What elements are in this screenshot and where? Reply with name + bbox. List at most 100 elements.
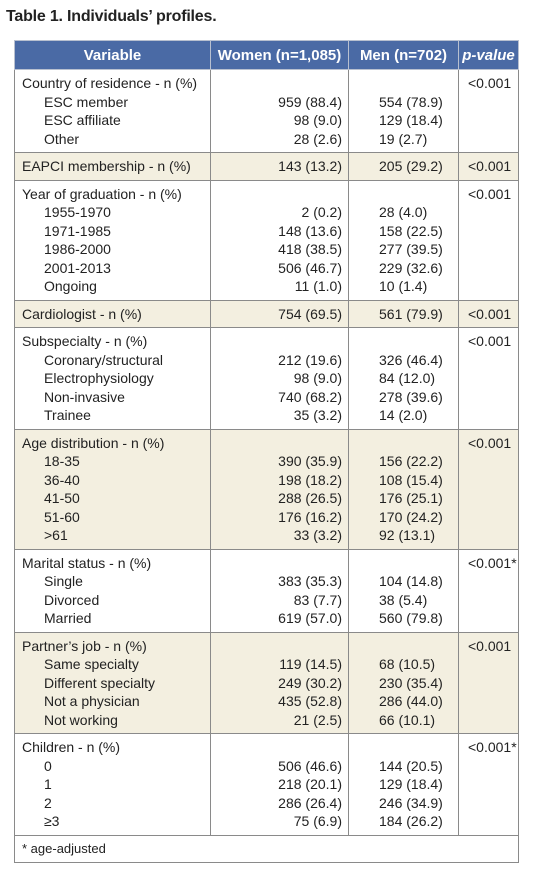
- spacer: [211, 637, 348, 656]
- men-cell: 28 (4.0) 158 (22.5) 277 (39.5) 229 (32.6) 10…: [348, 179, 459, 301]
- pvalue-cell: <0.001: [458, 428, 519, 550]
- footnote-row: * age-adjusted: [14, 834, 519, 863]
- men-value: 229 (32.6): [379, 259, 443, 276]
- subcategory-label: 1: [44, 776, 52, 792]
- table-row: Partner’s job - n (%) Same specialty Diffe…: [14, 631, 519, 734]
- women-value: 143 (13.2): [278, 158, 342, 174]
- group-label: Age distribution - n (%): [22, 434, 165, 451]
- pvalue-cell: <0.001*: [458, 733, 519, 836]
- header-pvalue: p-value: [458, 40, 519, 70]
- men-value: 38 (5.4): [379, 591, 428, 608]
- subcategory-label: Different specialty: [44, 674, 156, 691]
- men-value: 19 (2.7): [379, 130, 428, 147]
- women-value: 506 (46.7): [278, 259, 342, 276]
- table-title: Table 1. Individuals’ profiles.: [6, 8, 217, 25]
- women-value: 740 (68.2): [278, 388, 342, 405]
- subcategory-label: Divorced: [44, 591, 100, 608]
- spacer: [211, 738, 348, 757]
- men-value: 68 (10.5): [379, 656, 436, 672]
- pvalue-cell: <0.001: [458, 69, 519, 153]
- men-value: 66 (10.1): [379, 711, 436, 728]
- table-header-row: Variable Women (n=1,085) Men (n=702) p-v…: [14, 40, 519, 70]
- header-women: Women (n=1,085): [210, 40, 349, 70]
- subcategory-label: ESC affiliate: [44, 112, 121, 128]
- subcategory-label: Other: [44, 130, 80, 147]
- women-cell: 143 (13.2): [210, 152, 349, 181]
- spacer: [211, 185, 348, 204]
- women-value: 249 (30.2): [278, 674, 342, 691]
- table-row: Age distribution - n (%) 18-35 36-40 41-50 5…: [14, 428, 519, 550]
- subcategory-label: 18-35: [44, 453, 80, 469]
- men-value: 286 (44.0): [379, 693, 443, 709]
- men-value: 129 (18.4): [379, 776, 443, 792]
- variable-cell: Country of residence - n (%) ESC member ES…: [14, 69, 211, 153]
- variable-cell: Cardiologist - n (%): [14, 299, 211, 328]
- subcategory-label: 2: [44, 794, 52, 811]
- pvalue-cell: <0.001*: [458, 548, 519, 633]
- men-value: 205 (29.2): [379, 158, 443, 174]
- table-row: Children - n (%) 0 1 2 ≥3 506 (46.6) 218 (20.1…: [14, 733, 519, 836]
- men-cell: 205 (29.2): [348, 152, 459, 181]
- men-value: 184 (26.2): [379, 813, 443, 829]
- men-value: 84 (12.0): [379, 370, 436, 386]
- men-value: 158 (22.5): [379, 222, 443, 239]
- pvalue-cell: <0.001: [458, 179, 519, 301]
- footnote: * age-adjusted: [14, 834, 519, 863]
- men-cell: 156 (22.2) 108 (15.4) 176 (25.1) 170 (24.2)…: [348, 428, 459, 550]
- women-value: 418 (38.5): [278, 241, 342, 257]
- women-value: 959 (88.4): [278, 93, 342, 110]
- men-value: 561 (79.9): [379, 305, 443, 322]
- group-label: Marital status - n (%): [22, 554, 152, 571]
- women-value: 435 (52.8): [278, 693, 342, 709]
- women-value: 98 (9.0): [293, 370, 342, 386]
- spacer: [349, 434, 458, 453]
- women-value: 148 (13.6): [278, 222, 342, 239]
- subcategory-label: >61: [44, 527, 68, 543]
- p-value: <0.001: [468, 158, 512, 174]
- subcategory-label: 1971-1985: [44, 222, 111, 239]
- men-value: 129 (18.4): [379, 112, 443, 128]
- group-label: EAPCI membership - n (%): [22, 158, 191, 174]
- subcategory-label: 0: [44, 757, 52, 774]
- women-cell: 2 (0.2) 148 (13.6) 418 (38.5) 506 (46.7) 11 …: [210, 179, 349, 301]
- subcategory-label: Same specialty: [44, 656, 139, 672]
- variable-cell: Children - n (%) 0 1 2 ≥3: [14, 733, 211, 836]
- men-cell: 104 (14.8) 38 (5.4) 560 (79.8): [348, 548, 459, 633]
- men-cell: 326 (46.4) 84 (12.0) 278 (39.6) 14 (2.0): [348, 327, 459, 430]
- p-value: <0.001: [468, 434, 512, 451]
- spacer: [211, 434, 348, 453]
- p-value: <0.001: [468, 637, 512, 654]
- pvalue-cell: <0.001: [458, 152, 519, 181]
- men-value: 277 (39.5): [379, 241, 443, 257]
- table-row: Marital status - n (%) Single Divorced Marr…: [14, 548, 519, 633]
- women-value: 198 (18.2): [278, 471, 342, 488]
- p-value: <0.001: [468, 75, 512, 91]
- men-value: 10 (1.4): [379, 278, 428, 294]
- subcategory-label: 1986-2000: [44, 241, 111, 257]
- subcategory-label: Married: [44, 610, 92, 626]
- subcategory-label: 51-60: [44, 508, 80, 525]
- men-value: 554 (78.9): [379, 93, 443, 110]
- men-value: 144 (20.5): [379, 757, 443, 774]
- men-value: 326 (46.4): [379, 351, 443, 368]
- variable-cell: Subspecialty - n (%) Coronary/structural E…: [14, 327, 211, 430]
- subcategory-label: ESC member: [44, 93, 129, 110]
- women-cell: 390 (35.9) 198 (18.2) 288 (26.5) 176 (16.2)…: [210, 428, 349, 550]
- men-value: 156 (22.2): [379, 453, 443, 469]
- pvalue-cell: <0.001: [458, 299, 519, 328]
- men-value: 170 (24.2): [379, 508, 443, 525]
- subcategory-label: Trainee: [44, 407, 91, 423]
- spacer: [349, 332, 458, 351]
- table-row: Cardiologist - n (%) 754 (69.5) 561 (79.9)…: [14, 299, 519, 328]
- subcategory-label: 41-50: [44, 490, 80, 506]
- subcategory-label: Electrophysiology: [44, 370, 154, 386]
- women-value: 33 (3.2): [293, 527, 342, 543]
- group-label: Country of residence - n (%): [22, 75, 198, 91]
- pvalue-cell: <0.001: [458, 631, 519, 734]
- variable-cell: Year of graduation - n (%) 1955-1970 1971-…: [14, 179, 211, 301]
- subcategory-label: Coronary/structural: [44, 351, 164, 368]
- group-label: Subspecialty - n (%): [22, 333, 148, 349]
- spacer: [349, 738, 458, 757]
- subcategory-label: Not working: [44, 711, 118, 728]
- women-value: 83 (7.7): [293, 591, 342, 608]
